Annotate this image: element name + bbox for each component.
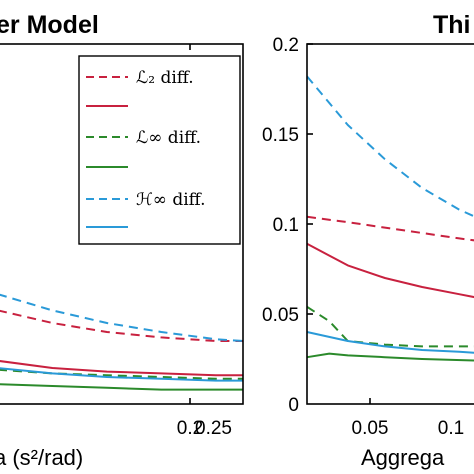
left-series-line-1 (0, 360, 243, 377)
right-series-line-4 (306, 331, 474, 354)
right-x-tick-label-1: 0.1 (438, 418, 464, 439)
left-series-line-5 (0, 367, 243, 382)
right-series-line-0 (306, 75, 474, 218)
left-x-tick-label-1: 0.25 (195, 418, 232, 439)
left-x-tick-label-0: 0.2 (177, 418, 203, 439)
right-y-tick-label-1: 0.05 (262, 305, 299, 326)
legend: ℒ₂ diff. ℒ∞ diff. ℋ∞ diff. (78, 55, 241, 245)
right-y-tick-label-2: 0.1 (273, 215, 299, 236)
right-axes-box (306, 43, 474, 405)
right-series-group (306, 75, 474, 362)
left-chart-title: er Model (0, 11, 99, 39)
right-x-axis-label: Aggrega (361, 445, 445, 470)
right-panel: Thi 0.2 0.15 0.1 0.05 0 0.05 0.1 Aggrega (262, 11, 474, 470)
legend-box (78, 55, 241, 245)
right-series-line-5 (306, 352, 474, 362)
legend-label-l2-diff: ℒ₂ diff. (136, 68, 194, 88)
left-series-line-4 (0, 293, 244, 342)
left-series-group (0, 293, 244, 391)
left-x-axis-label: a (s²/rad) (0, 445, 83, 470)
right-y-tick-label-3: 0.15 (262, 125, 299, 146)
right-series-line-3 (306, 305, 474, 348)
left-series-line-0 (0, 309, 243, 342)
right-series-line-1 (306, 215, 474, 242)
left-panel: er Model 0.2 0.25 a (s²/rad) ℒ₂ diff. ℒ∞… (0, 11, 244, 470)
left-axes-box (0, 43, 244, 405)
right-x-tick-label-0: 0.05 (352, 418, 389, 439)
left-series-line-3 (0, 383, 243, 391)
right-series-line-2 (306, 242, 474, 299)
legend-label-linf-diff: ℒ∞ diff. (136, 128, 201, 148)
right-y-tick-label-0: 0 (288, 395, 299, 416)
legend-label-hinf-diff: ℋ∞ diff. (136, 190, 206, 210)
right-y-tick-label-4: 0.2 (273, 35, 299, 56)
right-chart-title: Thi (433, 11, 471, 39)
